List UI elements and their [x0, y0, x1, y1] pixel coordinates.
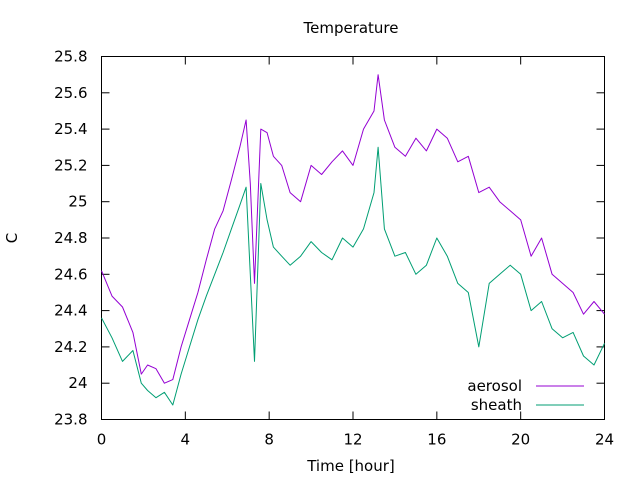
legend-label-sheath: sheath — [471, 396, 522, 414]
x-tick-label: 8 — [264, 431, 274, 449]
x-tick-label: 24 — [595, 431, 614, 449]
y-tick-label: 25.8 — [54, 48, 87, 66]
y-axis-label: C — [3, 233, 21, 243]
series-layer — [101, 74, 605, 406]
y-tick-label: 23.8 — [54, 411, 87, 429]
axis-ticks — [101, 56, 605, 420]
series-line-aerosol — [101, 74, 605, 384]
y-tick-label: 24.4 — [54, 302, 87, 320]
y-tick-label: 24 — [68, 374, 87, 392]
x-tick-label: 12 — [343, 431, 362, 449]
x-tick-label: 16 — [427, 431, 446, 449]
y-tick-label: 25.6 — [54, 84, 87, 102]
chart-title: Temperature — [302, 19, 398, 37]
axis-tick-labels: 0 4 8 12 16 20 24 23.8 24 24.2 24.4 24.6 24.8 25 25.2 2… — [54, 48, 614, 449]
y-tick-label: 24.6 — [54, 265, 87, 283]
x-axis-label: Time [hour] — [306, 457, 395, 475]
x-tick-label: 20 — [511, 431, 530, 449]
y-tick-label: 25.2 — [54, 156, 87, 174]
y-tick-label: 25.4 — [54, 120, 87, 138]
x-tick-label: 0 — [97, 431, 107, 449]
y-tick-label: 24.2 — [54, 338, 87, 356]
series-line-sheath — [101, 146, 605, 406]
y-tick-label: 25 — [68, 193, 87, 211]
x-tick-label: 4 — [181, 431, 191, 449]
legend-label-aerosol: aerosol — [467, 377, 522, 395]
y-tick-label: 24.8 — [54, 229, 87, 247]
